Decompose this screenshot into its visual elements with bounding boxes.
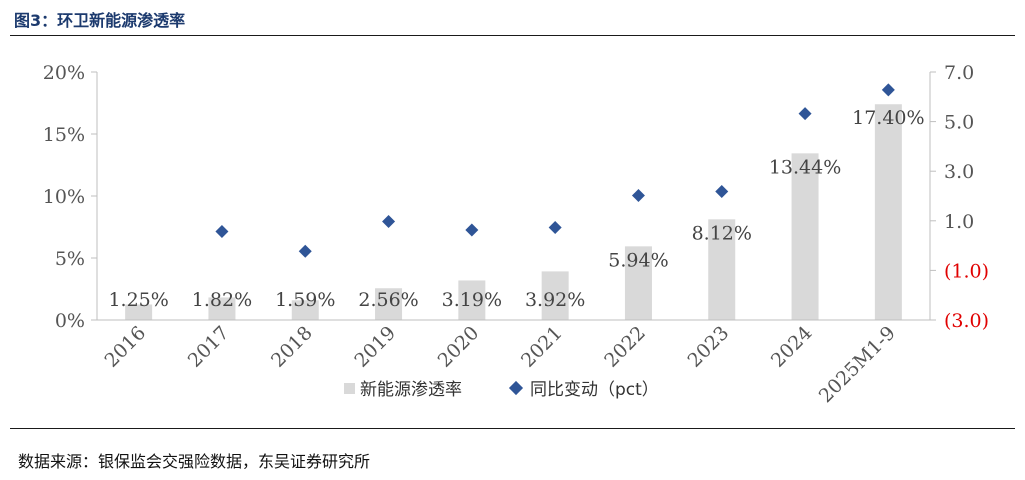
top-rule [10,35,1015,36]
scatter-point [548,220,562,234]
chart: 0% 5% 10% 15% 20% (3.0) (1.0) 1.0 3.0 5.0 7.0 1.2… [43,62,989,407]
bar [375,288,403,320]
x-axis-tick-label: 2022 [600,322,650,372]
bar [874,104,902,321]
x-axis: 2016 2017 2018 2019 2020 2021 2022 2023 20242025… [97,319,930,407]
figure-title: 图3：环卫新能源渗透率 [14,11,186,30]
scatter-point [631,189,645,203]
left-axis-tick-label: 10% [43,186,85,208]
bar [458,280,486,320]
bar-data-label: 1.25% [108,289,168,311]
right-axis-tick-label: (3.0) [944,310,989,332]
legend-label-scatter: 同比变动（pct） [530,380,659,400]
scatter-point [215,224,229,238]
x-axis-tick-label: 2023 [684,322,734,372]
legend-label-bar: 新能源渗透率 [360,380,462,400]
bar [624,246,652,320]
bar [208,297,236,320]
scatter-point [798,107,812,121]
bar [541,271,569,320]
x-axis-tick-label: 2017 [184,322,234,372]
right-axis: (3.0) (1.0) 1.0 3.0 5.0 7.0 [929,62,989,332]
bar [791,153,819,320]
bar-data-labels: 1.25% 1.82% 1.59% 2.56% 3.19% 3.92% 5.94% 8.12%… [108,107,924,311]
bar-data-label: 5.94% [608,249,668,271]
legend-swatch-bar [344,383,355,394]
bar-data-label: 8.12% [692,222,752,244]
bar-data-label: 13.44% [769,156,841,178]
data-source-note: 数据来源：银保监会交强险数据，东吴证券研究所 [18,452,371,471]
x-axis-tick-label: 2021 [517,322,567,372]
left-axis-tick-label: 20% [43,62,85,84]
right-axis-tick-label: 3.0 [944,161,974,183]
right-axis-tick-label: (1.0) [944,260,989,282]
bottom-rule [10,428,1015,429]
scatter-series [215,83,895,258]
bar-data-label: 3.92% [525,289,585,311]
x-axis-tick-label: 2018 [267,322,317,372]
x-axis-tick-label: 2016 [100,322,150,372]
right-axis-tick-label: 1.0 [944,211,974,233]
legend: 新能源渗透率 同比变动（pct） [344,380,659,400]
right-axis-tick-label: 5.0 [944,112,974,134]
scatter-point [715,185,729,199]
scatter-point [881,83,895,97]
bar-data-label: 1.59% [275,289,335,311]
bar [708,219,736,320]
left-axis-tick-label: 15% [43,124,85,146]
x-axis-tick-label: 2020 [434,322,484,372]
scatter-point [382,215,396,229]
left-axis-tick-label: 5% [55,248,85,270]
bar-data-label: 17.40% [852,107,924,129]
left-axis-tick-label: 0% [55,310,85,332]
x-axis-tick-label: 2024 [767,322,817,372]
bar-data-label: 2.56% [358,289,418,311]
left-axis: 0% 5% 10% 15% 20% [43,62,98,332]
x-axis-tick-label: 2025M1-9 [815,322,900,407]
bar [291,300,319,320]
bar [125,304,153,320]
x-axis-tick-label: 2019 [350,322,400,372]
bar-data-label: 1.82% [192,289,252,311]
right-axis-tick-label: 7.0 [944,62,974,84]
scatter-point [465,223,479,237]
scatter-point [298,244,312,258]
bar-series [125,104,902,321]
legend-swatch-scatter [508,380,524,396]
bar-data-label: 3.19% [442,289,502,311]
